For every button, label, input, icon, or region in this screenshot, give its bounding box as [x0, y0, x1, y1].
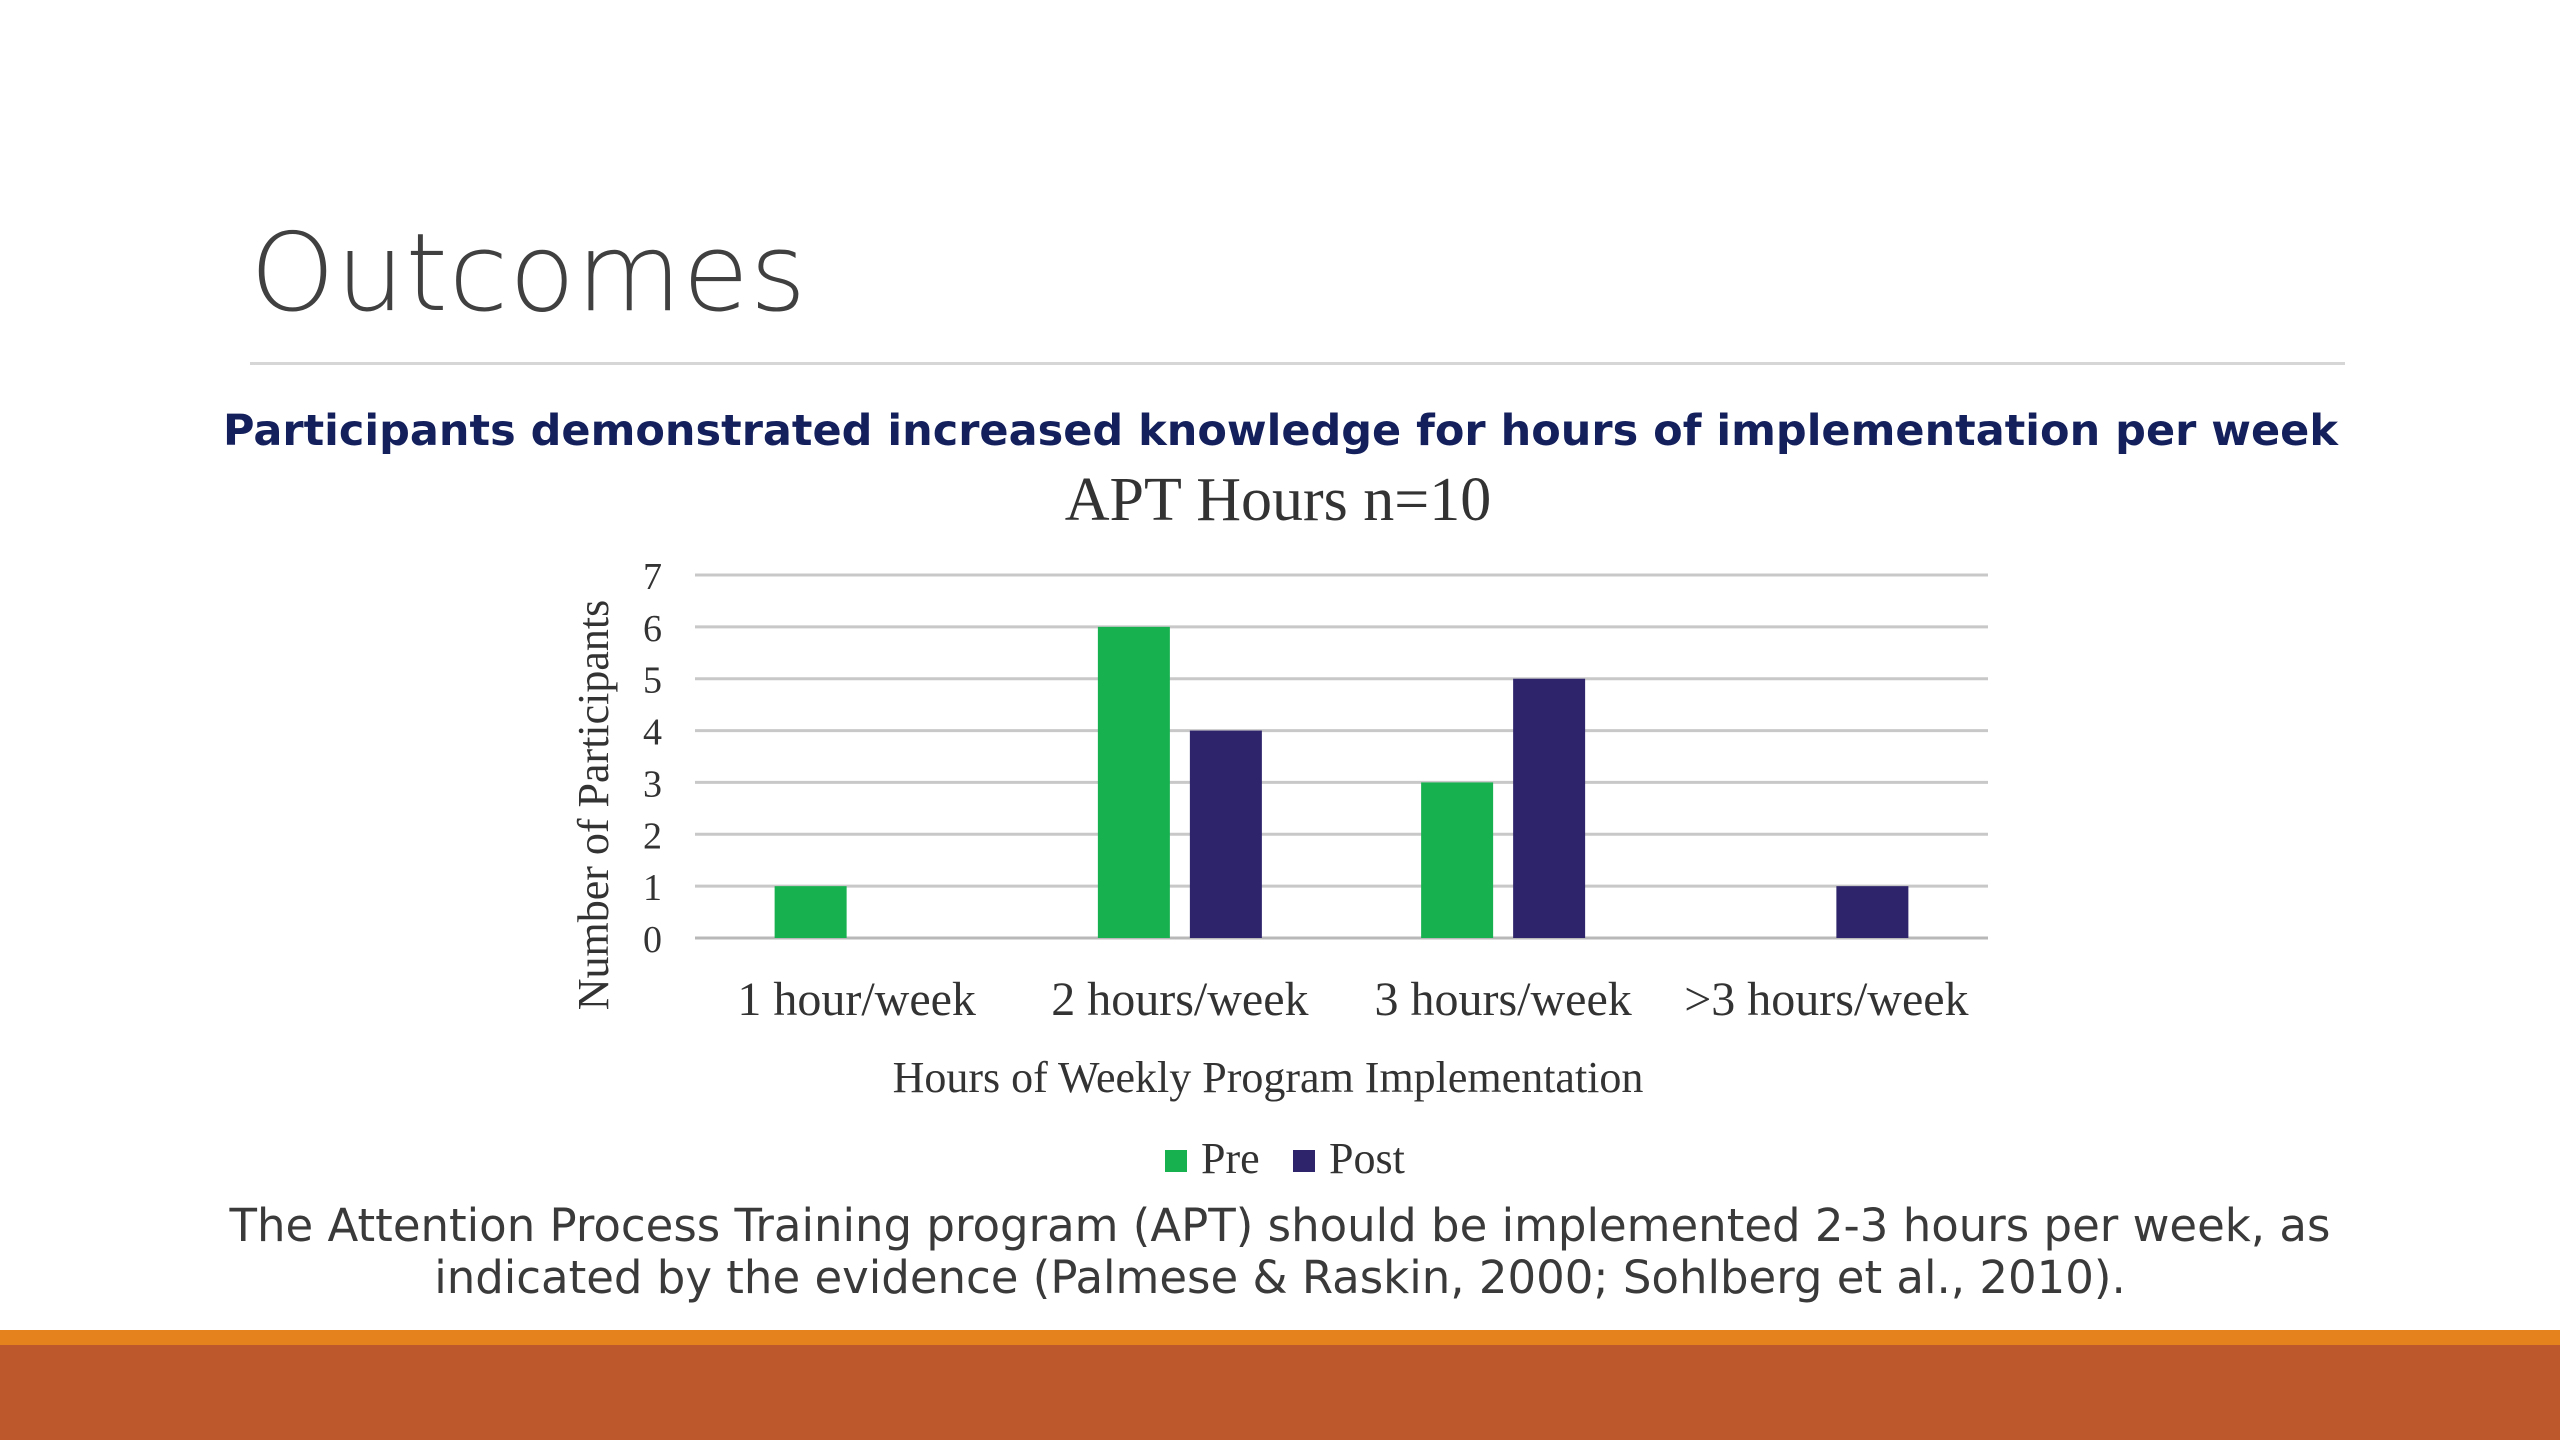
x-tick-label: 2 hours/week: [1051, 973, 1308, 1026]
y-tick-label: 0: [643, 919, 662, 961]
x-tick-label: 3 hours/week: [1374, 973, 1631, 1026]
footnote-line-1: The Attention Process Training program (…: [229, 1199, 2331, 1252]
y-tick-label: 6: [643, 608, 662, 650]
legend-swatch-post: [1293, 1150, 1315, 1172]
chart-svg: APT Hours n=10 0 1 2 3 4 5 6 7 1 hour/week 2 hou…: [569, 466, 1988, 1183]
y-tick-label: 1: [643, 867, 662, 909]
bar-post: [1836, 886, 1909, 938]
slide-subtitle: Participants demonstrated increased know…: [223, 406, 2338, 456]
y-tick-label: 3: [643, 763, 662, 805]
title-divider: [250, 362, 2345, 365]
bar-post: [1189, 730, 1262, 938]
chart-gridlines: [695, 573, 1988, 940]
footer-band: [0, 1345, 2560, 1440]
x-axis-ticks: 1 hour/week 2 hours/week 3 hours/week >3 ho…: [737, 973, 1968, 1026]
y-axis-ticks: 0 1 2 3 4 5 6 7: [643, 556, 662, 961]
chart-legend: Pre Post: [1165, 1134, 1405, 1183]
legend-label-post: Post: [1329, 1134, 1405, 1183]
y-tick-label: 7: [643, 556, 662, 598]
x-axis-label: Hours of Weekly Program Implementation: [893, 1053, 1644, 1102]
legend-swatch-pre: [1165, 1150, 1187, 1172]
chart-title: APT Hours n=10: [1065, 466, 1492, 534]
footnote-line-2: indicated by the evidence (Palmese & Ras…: [434, 1251, 2126, 1304]
bar-chart: APT Hours n=10 0 1 2 3 4 5 6 7 1 hour/week 2 hou…: [560, 460, 2020, 1200]
bar-pre: [774, 886, 847, 938]
slide-title: Outcomes: [250, 211, 808, 336]
x-tick-label: >3 hours/week: [1684, 973, 1968, 1026]
bar-pre: [1097, 626, 1170, 938]
y-tick-label: 4: [643, 712, 662, 754]
y-tick-label: 2: [643, 815, 662, 857]
bar-post: [1513, 678, 1586, 938]
chart-bars: [774, 626, 1909, 938]
x-tick-label: 1 hour/week: [737, 973, 976, 1026]
bar-pre: [1421, 782, 1494, 938]
y-axis-label: Number of Participants: [569, 600, 618, 1011]
footnote: The Attention Process Training program (…: [180, 1200, 2380, 1304]
y-tick-label: 5: [643, 660, 662, 702]
legend-label-pre: Pre: [1201, 1134, 1260, 1183]
footer-accent-band: [0, 1330, 2560, 1345]
